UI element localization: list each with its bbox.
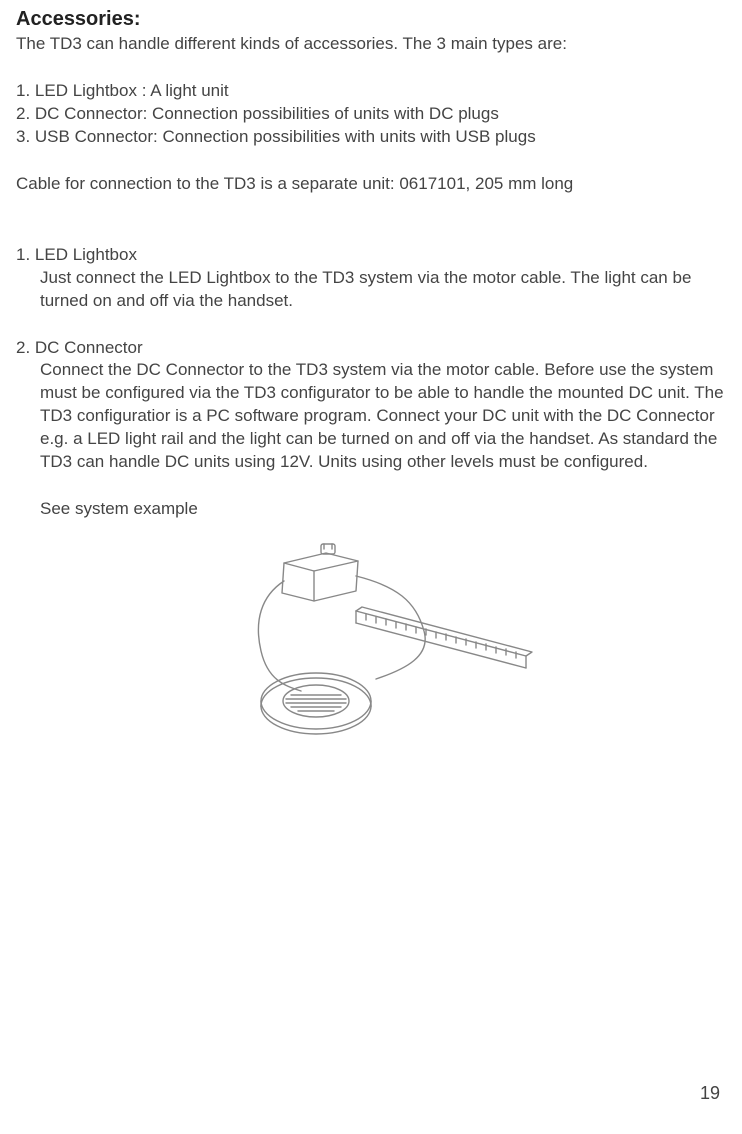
section-2-title: 2. DC Connector bbox=[16, 337, 726, 360]
section-1-title: 1. LED Lightbox bbox=[16, 244, 726, 267]
main-list-item-1: 1. LED Lightbox : A light unit bbox=[16, 80, 726, 103]
section-1-body: Just connect the LED Lightbox to the TD3… bbox=[16, 267, 726, 313]
main-list-item-2: 2. DC Connector: Connection possibilitie… bbox=[16, 103, 726, 126]
page-number: 19 bbox=[700, 1083, 720, 1104]
intro-text: The TD3 can handle different kinds of ac… bbox=[16, 33, 726, 56]
cable-note: Cable for connection to the TD3 is a sep… bbox=[16, 173, 726, 196]
heading-accessories: Accessories: bbox=[16, 8, 726, 31]
section-2-body: Connect the DC Connector to the TD3 syst… bbox=[16, 359, 726, 474]
section-2-note: See system example bbox=[16, 498, 726, 521]
main-list-item-3: 3. USB Connector: Connection possibiliti… bbox=[16, 126, 726, 149]
system-example-diagram bbox=[206, 541, 536, 771]
